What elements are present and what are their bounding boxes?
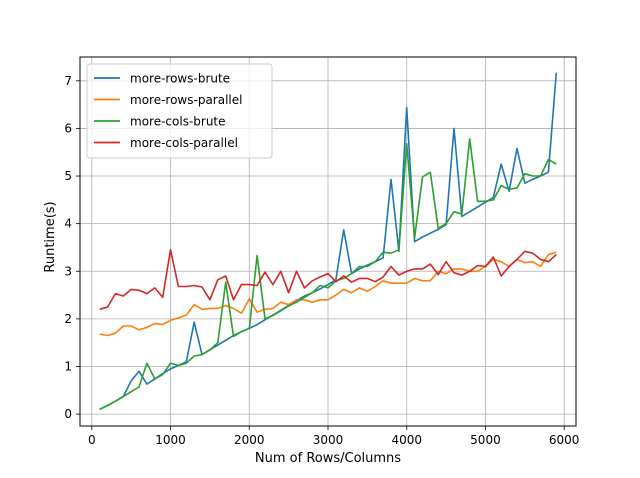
y-tick-label: 6 [64, 121, 72, 135]
x-tick-label: 1000 [155, 433, 186, 447]
x-tick-label: 3000 [313, 433, 344, 447]
legend-label: more-rows-brute [130, 72, 230, 86]
y-axis-label: Runtime(s) [43, 201, 58, 272]
x-tick-label: 0 [88, 433, 96, 447]
legend-label: more-cols-brute [130, 115, 226, 129]
y-tick-label: 4 [64, 217, 72, 231]
grid [80, 57, 576, 426]
legend-label: more-cols-parallel [130, 136, 238, 150]
x-tick-label: 5000 [470, 433, 501, 447]
series-line-more-rows-brute [99, 72, 558, 411]
series-line-more-cols-parallel [99, 249, 557, 311]
x-axis-label: Num of Rows/Columns [255, 451, 401, 466]
y-axis-ticks: 0 1 2 3 4 5 6 7 [64, 74, 80, 421]
x-axis-ticks: 0 1000 2000 3000 4000 5000 6000 [88, 426, 579, 447]
y-tick-label: 0 [64, 407, 72, 421]
y-tick-label: 2 [64, 312, 72, 326]
legend: more-rows-brute more-rows-parallel more-co… [86, 63, 273, 159]
series-line-more-cols-brute [99, 138, 557, 411]
y-tick-label: 1 [64, 359, 72, 373]
legend-box [86, 63, 273, 159]
y-tick-label: 3 [64, 264, 72, 278]
series-lines [99, 72, 558, 411]
x-tick-label: 2000 [234, 433, 265, 447]
legend-label: more-rows-parallel [130, 93, 242, 107]
y-tick-label: 7 [64, 74, 72, 88]
y-tick-label: 5 [64, 169, 72, 183]
x-tick-label: 4000 [391, 433, 422, 447]
x-tick-label: 6000 [549, 433, 580, 447]
series-line-more-rows-parallel [99, 251, 557, 337]
